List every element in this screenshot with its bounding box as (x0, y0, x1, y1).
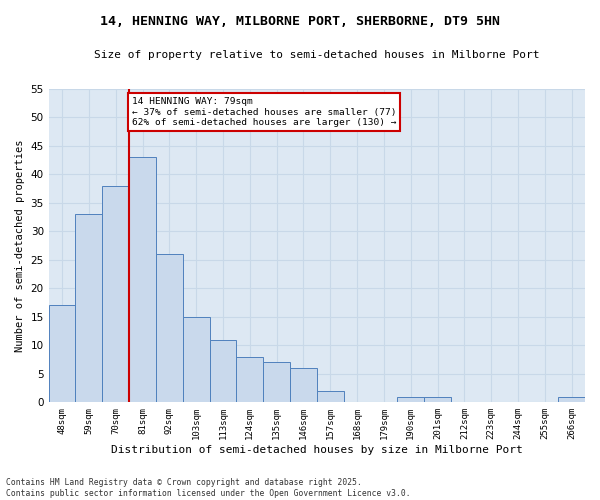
Bar (156, 254, 183, 402)
Bar (76, 214, 103, 402)
Bar (558, 396, 585, 402)
Bar (263, 362, 290, 403)
Bar (397, 396, 424, 402)
Bar (424, 396, 451, 402)
Bar (290, 368, 317, 402)
Bar (236, 356, 263, 403)
Bar (317, 391, 344, 402)
Y-axis label: Number of semi-detached properties: Number of semi-detached properties (15, 139, 25, 352)
Bar (103, 186, 129, 402)
Text: Contains HM Land Registry data © Crown copyright and database right 2025.
Contai: Contains HM Land Registry data © Crown c… (6, 478, 410, 498)
Title: Size of property relative to semi-detached houses in Milborne Port: Size of property relative to semi-detach… (94, 50, 539, 60)
Bar (129, 157, 156, 402)
Text: 14 HENNING WAY: 79sqm
← 37% of semi-detached houses are smaller (77)
62% of semi: 14 HENNING WAY: 79sqm ← 37% of semi-deta… (132, 97, 396, 127)
X-axis label: Distribution of semi-detached houses by size in Milborne Port: Distribution of semi-detached houses by … (111, 445, 523, 455)
Bar (209, 340, 236, 402)
Text: 14, HENNING WAY, MILBORNE PORT, SHERBORNE, DT9 5HN: 14, HENNING WAY, MILBORNE PORT, SHERBORN… (100, 15, 500, 28)
Bar (183, 317, 209, 402)
Bar (49, 306, 76, 402)
